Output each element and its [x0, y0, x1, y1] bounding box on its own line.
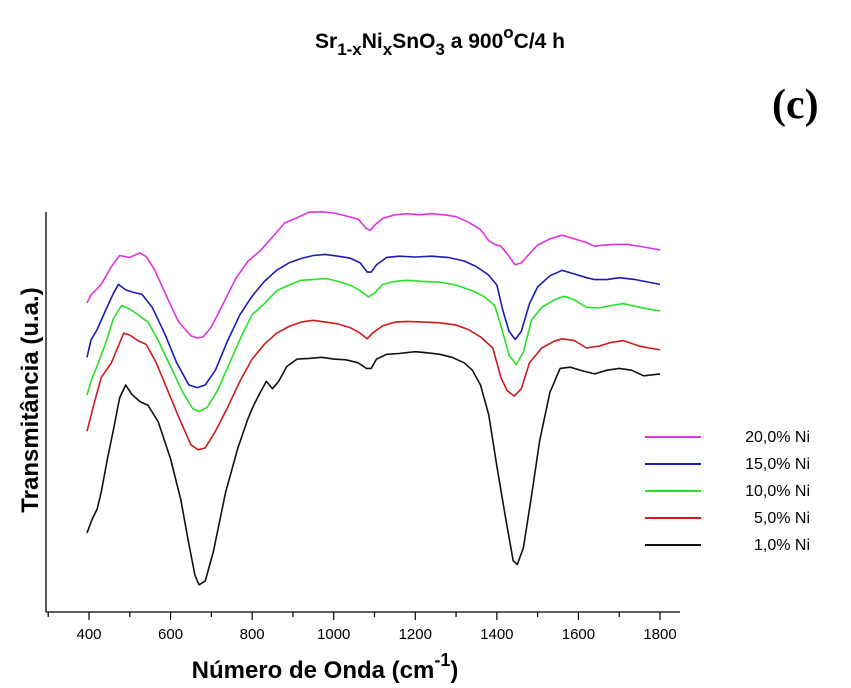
- x-axis-label: Número de Onda (cm-1): [192, 650, 459, 684]
- legend: 20,0% Ni 15,0% Ni 10,0% Ni 5,0% Ni 1,0% Ni: [645, 429, 810, 554]
- chart-title: Sr1-xNixSnO3 a 900oC/4 h: [315, 23, 565, 59]
- series-line-10-0-ni: [86, 277, 661, 413]
- x-tick-label: 1600: [562, 626, 595, 643]
- x-tick-label: 1400: [480, 626, 513, 643]
- series-line-5-0-ni: [86, 319, 661, 451]
- legend-label: 5,0% Ni: [754, 510, 810, 527]
- legend-label: 20,0% Ni: [745, 429, 810, 446]
- x-tick-label: 400: [76, 626, 101, 643]
- x-tick-label: 600: [158, 626, 183, 643]
- legend-label: 15,0% Ni: [745, 456, 810, 473]
- x-tick-label: 800: [240, 626, 265, 643]
- y-axis-label: Transmitância (u.a.): [17, 287, 44, 512]
- series-line-20-0-ni: [86, 211, 661, 339]
- panel-label: (c): [772, 82, 819, 128]
- x-tick-label: 1200: [399, 626, 432, 643]
- axes: [45, 212, 680, 613]
- series-lines: [86, 211, 661, 586]
- x-tick-label: 1800: [643, 626, 676, 643]
- legend-label: 1,0% Ni: [754, 537, 810, 554]
- x-tick-label: 1000: [317, 626, 350, 643]
- legend-label: 10,0% Ni: [745, 483, 810, 500]
- x-ticks: 400 600 800 1000 1200 1400 1600 1800: [47, 612, 677, 643]
- series-line-15-0-ni: [86, 253, 661, 389]
- series-line-1-0-ni: [86, 350, 661, 586]
